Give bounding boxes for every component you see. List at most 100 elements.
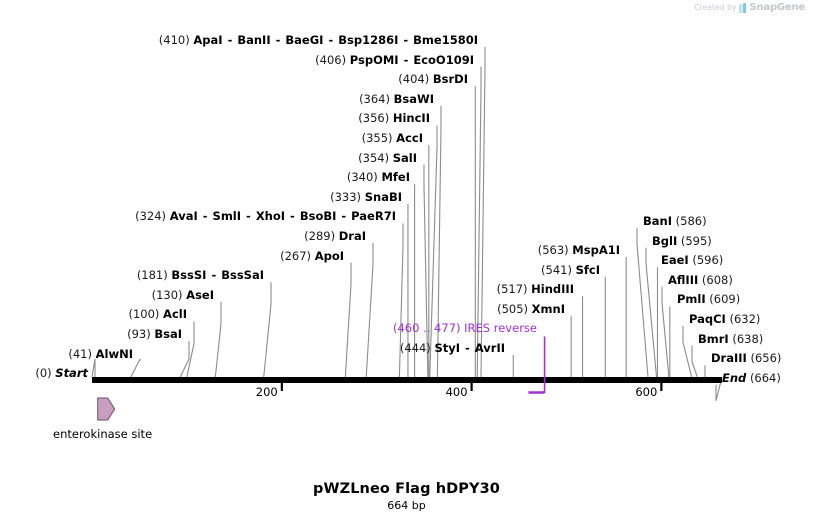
restriction-site-label[interactable]: (181) BssSI - BssSaI [0,269,264,281]
site-position: (609) [709,292,741,307]
leader-line [186,321,195,378]
enzyme-name: BanI [643,214,672,228]
enzyme-name: BsaI [154,327,182,341]
leader-line [91,358,96,381]
enzyme-name: MspA1I [572,243,620,257]
enzyme-separator: - [207,268,221,283]
site-position: (563) [537,243,569,257]
enzyme-name: BssSaI [221,268,264,283]
enzyme-name: PaqCI [689,312,726,326]
restriction-site-label[interactable]: (406) PspOMI - EcoO109I [0,54,474,66]
restriction-site-label[interactable]: (364) BsaWI [0,93,434,105]
site-position: (638) [732,331,764,346]
enzyme-separator: - [242,209,255,224]
enzyme-separator: - [286,209,299,224]
axis-tick-400 [470,383,473,391]
enzyme-name: BsoBI [299,209,337,224]
restriction-site-label[interactable]: (355) AccI [0,132,423,144]
restriction-site-label[interactable]: (289) DraI [0,230,366,242]
restriction-site-label[interactable]: End (664) [722,372,781,384]
enzyme-separator: - [223,33,237,47]
enterokinase-site-arrow[interactable] [97,397,116,421]
site-position: (608) [701,272,733,287]
site-position: (41) [68,346,92,361]
restriction-site-label[interactable]: (267) ApoI [0,250,344,262]
restriction-site-label[interactable]: PaqCI (632) [689,313,760,325]
enzyme-name: BssSI [171,268,207,283]
restriction-site-label[interactable]: (333) SnaBI [0,191,402,203]
restriction-site-label[interactable]: (563) MspA1I [0,244,620,256]
restriction-site-label[interactable]: BanI (586) [643,215,707,227]
site-position: (656) [750,351,782,366]
snapgene-watermark: Created by SnapGene [694,2,805,13]
enzyme-name: AvaI [169,209,198,224]
restriction-site-label[interactable]: (130) AseI [0,289,214,301]
enzyme-name: BanII [237,33,271,47]
enzyme-name: AflIII [668,272,699,287]
enzyme-name: PspOMI [349,52,399,67]
leader-line [682,326,693,378]
enzyme-name: HincII [392,111,430,126]
leader-line [365,243,374,378]
site-position: (130) [151,287,183,302]
restriction-site-label[interactable]: AflIII (608) [668,274,733,286]
plasmid-name: pWZLneo Flag hDPY30 [313,481,500,497]
enzyme-name: AccI [396,131,423,145]
axis-tick-label-200: 200 [255,385,278,399]
restriction-site-label[interactable]: (541) SfcI [0,264,600,276]
site-position: (340) [346,170,378,185]
restriction-site-label[interactable]: (41) AlwNI [0,348,133,360]
leader-line [480,47,486,378]
site-position: (632) [729,312,761,326]
restriction-site-label[interactable]: (356) HincII [0,112,430,124]
site-position: (664) [749,370,781,385]
enzyme-name: AclI [163,307,187,322]
restriction-site-label[interactable]: PmlI (609) [677,293,740,305]
enzyme-name: SfcI [575,262,600,277]
leader-line [645,247,658,378]
restriction-site-label[interactable]: BmrI (638) [698,333,763,345]
restriction-site-label[interactable]: BglI (595) [652,235,712,247]
restriction-site-label[interactable]: (505) XmnI [0,303,565,315]
restriction-site-label[interactable]: (324) AvaI - SmlI - XhoI - BsoBI - PaeR7… [0,210,396,222]
axis-ticks-group [280,383,663,391]
site-position: (444) [399,341,431,355]
enzyme-name: StyI [434,341,460,355]
enzyme-separator: - [337,209,351,224]
site-position: (517) [496,282,528,297]
restriction-site-label[interactable]: EaeI (596) [661,254,723,266]
feature-label-ires-reverse[interactable]: (460 .. 477) IRES reverse [0,322,537,334]
restriction-site-label[interactable]: (0) Start [0,367,88,379]
site-position: (404) [398,72,430,87]
feature-name: IRES reverse [464,321,537,336]
enzyme-name: SalI [392,150,417,165]
watermark-created-label: Created by [694,3,737,12]
leader-lines-group [91,47,723,401]
site-position: (596) [692,253,724,268]
restriction-site-label[interactable]: (354) SalI [0,152,417,164]
restriction-site-label[interactable]: (340) MfeI [0,171,410,183]
plasmid-length: 664 bp [387,499,426,512]
site-position: (406) [315,52,347,67]
enzyme-name: BglI [652,233,678,248]
enzyme-name: Start [55,366,88,381]
enzyme-name: BsaWI [393,91,434,106]
restriction-site-label[interactable]: DraIII (656) [711,352,781,364]
restriction-site-label[interactable]: (404) BsrDI [0,73,468,85]
site-position: (324) [135,209,167,224]
leader-line [344,262,352,378]
restriction-site-label[interactable]: (100) AclI [0,308,187,320]
restriction-site-label[interactable]: (93) BsaI [0,328,182,340]
leader-line [398,223,404,378]
enzyme-name: Bme1580I [413,33,478,47]
restriction-site-label[interactable]: (410) ApaI - BanII - BaeGI - Bsp1286I - … [0,34,478,46]
enzyme-name: XmnI [531,301,565,316]
enzyme-name: XhoI [255,209,286,224]
enzyme-name: PmlI [677,292,706,307]
restriction-site-label[interactable]: (517) HindIII [0,283,574,295]
restriction-site-label[interactable]: (444) StyI - AvrII [0,342,505,354]
site-position: (93) [127,327,151,341]
site-position: (0) [35,366,52,381]
site-position: (356) [358,111,390,126]
enzyme-separator: - [399,52,413,67]
